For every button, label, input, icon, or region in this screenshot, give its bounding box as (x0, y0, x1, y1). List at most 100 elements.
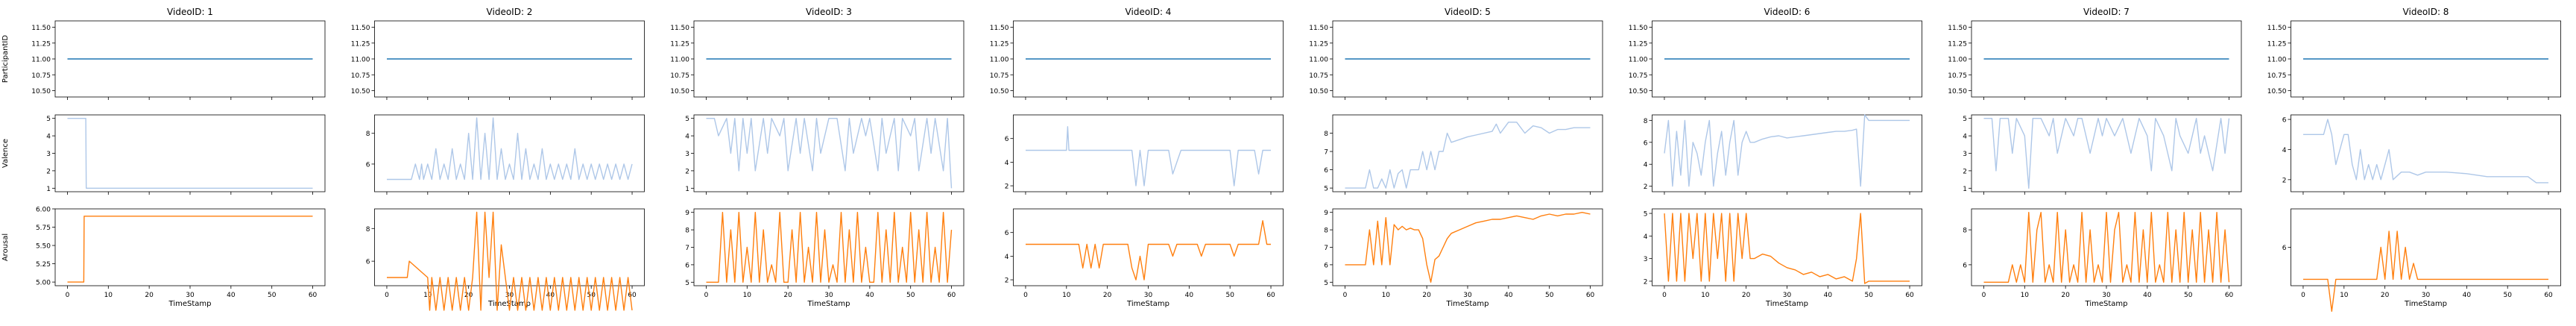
y-tick-label: 3 (1644, 256, 1648, 263)
y-tick-label: 11.50 (351, 25, 370, 32)
axes-frame (374, 208, 645, 286)
y-tick-label: 6 (2282, 117, 2287, 125)
x-tick-label: 0 (385, 292, 389, 299)
x-tick-label: 40 (1504, 292, 1513, 299)
x-tick-label: 40 (865, 292, 874, 299)
y-tick-label: 4 (1644, 162, 1648, 169)
axes-frame (693, 114, 965, 192)
y-tick-label: 10.75 (1948, 72, 1967, 80)
x-tick-label: 20 (464, 292, 473, 299)
valence-series-line (2303, 119, 2548, 184)
y-tick-label: 5 (1644, 211, 1648, 219)
x-tick-label: 10 (1701, 292, 1710, 299)
y-tick-label: 11.00 (1629, 57, 1648, 64)
x-tick-label: 30 (186, 292, 195, 299)
y-tick-label: 11.25 (31, 40, 51, 48)
y-tick-label: 9 (1324, 210, 1328, 217)
x-tick-label: 30 (2102, 292, 2111, 299)
y-tick-label: 8 (1644, 118, 1648, 125)
x-tick-label: 20 (1422, 292, 1431, 299)
x-tick-label: 50 (1225, 292, 1234, 299)
x-tick-label: 30 (824, 292, 833, 299)
y-tick-label: 11.25 (670, 40, 689, 48)
y-tick-label: 11.25 (351, 40, 370, 48)
x-axis-label: TimeStamp (1446, 300, 1489, 308)
y-tick-label: 2 (685, 168, 689, 175)
arousal-series-line (67, 216, 313, 283)
x-axis-label: TimeStamp (2085, 300, 2128, 308)
y-tick-label: 10.50 (1629, 88, 1648, 95)
y-tick-label: 1 (46, 186, 51, 193)
x-tick-label: 20 (2061, 292, 2070, 299)
y-tick-label: 5 (46, 116, 51, 123)
y-tick-label: 4 (2282, 147, 2287, 154)
y-axis-label: Arousal (1, 233, 10, 261)
y-tick-label: 3 (1963, 151, 1967, 158)
y-tick-label: 3 (46, 151, 51, 158)
y-tick-label: 6 (366, 161, 370, 169)
x-tick-label: 30 (1463, 292, 1472, 299)
x-axis-label: TimeStamp (2404, 300, 2447, 308)
x-tick-label: 50 (906, 292, 915, 299)
subplot-title: VideoID: 7 (2083, 7, 2130, 17)
x-tick-label: 10 (104, 292, 113, 299)
y-tick-label: 10.50 (1309, 88, 1328, 95)
y-tick-label: 5 (1324, 280, 1328, 287)
y-tick-label: 2 (1005, 184, 1009, 191)
x-tick-label: 10 (743, 292, 752, 299)
y-tick-label: 11.00 (1948, 57, 1967, 64)
x-tick-label: 50 (268, 292, 277, 299)
y-tick-label: 11.50 (1309, 25, 1328, 32)
x-tick-label: 0 (1343, 292, 1348, 299)
x-tick-label: 40 (1185, 292, 1194, 299)
y-tick-label: 2 (1963, 168, 1967, 175)
y-tick-label: 8 (685, 228, 689, 235)
x-tick-label: 20 (783, 292, 792, 299)
x-tick-label: 60 (947, 292, 956, 299)
y-axis-label: ParticipantID (1, 35, 10, 83)
y-tick-label: 8 (366, 131, 370, 138)
y-tick-label: 10.75 (990, 72, 1009, 80)
subplot-title: VideoID: 5 (1445, 7, 1491, 17)
arousal-series-line (1983, 212, 2230, 283)
subplot-title: VideoID: 1 (167, 7, 213, 17)
x-tick-label: 60 (309, 292, 318, 299)
y-tick-label: 11.25 (2267, 40, 2287, 48)
y-tick-label: 11.00 (31, 57, 51, 64)
y-tick-label: 6 (1005, 136, 1009, 143)
y-tick-label: 4 (1644, 233, 1648, 241)
x-tick-label: 30 (1144, 292, 1153, 299)
arousal-series-line (1026, 220, 1271, 280)
y-tick-label: 8 (1324, 131, 1328, 138)
y-tick-label: 11.25 (1948, 40, 1967, 48)
x-axis-label: TimeStamp (1126, 300, 1169, 308)
axes-frame (2291, 208, 2561, 286)
arousal-series-line (387, 211, 633, 311)
valence-series-line (1345, 122, 1591, 189)
y-tick-label: 11.25 (1309, 40, 1328, 48)
y-tick-label: 11.00 (1309, 57, 1328, 64)
y-tick-label: 10.75 (1309, 72, 1328, 80)
y-tick-label: 3 (685, 151, 689, 158)
y-tick-label: 6 (1324, 167, 1328, 175)
y-tick-label: 11.50 (1629, 25, 1648, 32)
x-tick-label: 0 (1982, 292, 1986, 299)
x-tick-label: 20 (145, 292, 154, 299)
axes-frame (1652, 208, 1922, 286)
y-tick-label: 8 (1324, 228, 1328, 235)
y-tick-label: 10.50 (670, 88, 689, 95)
axes-frame (2291, 114, 2561, 192)
x-tick-label: 50 (2184, 292, 2193, 299)
subplot-title: VideoID: 4 (1126, 7, 1172, 17)
y-tick-label: 10.75 (1629, 72, 1648, 80)
y-tick-label: 8 (1963, 228, 1967, 235)
y-tick-label: 1 (685, 186, 689, 193)
y-tick-label: 10.75 (351, 72, 370, 80)
arousal-series-line (2303, 231, 2548, 312)
x-tick-label: 20 (1103, 292, 1112, 299)
y-tick-label: 4 (1963, 134, 1967, 141)
x-tick-label: 60 (628, 292, 637, 299)
x-tick-label: 60 (2225, 292, 2234, 299)
